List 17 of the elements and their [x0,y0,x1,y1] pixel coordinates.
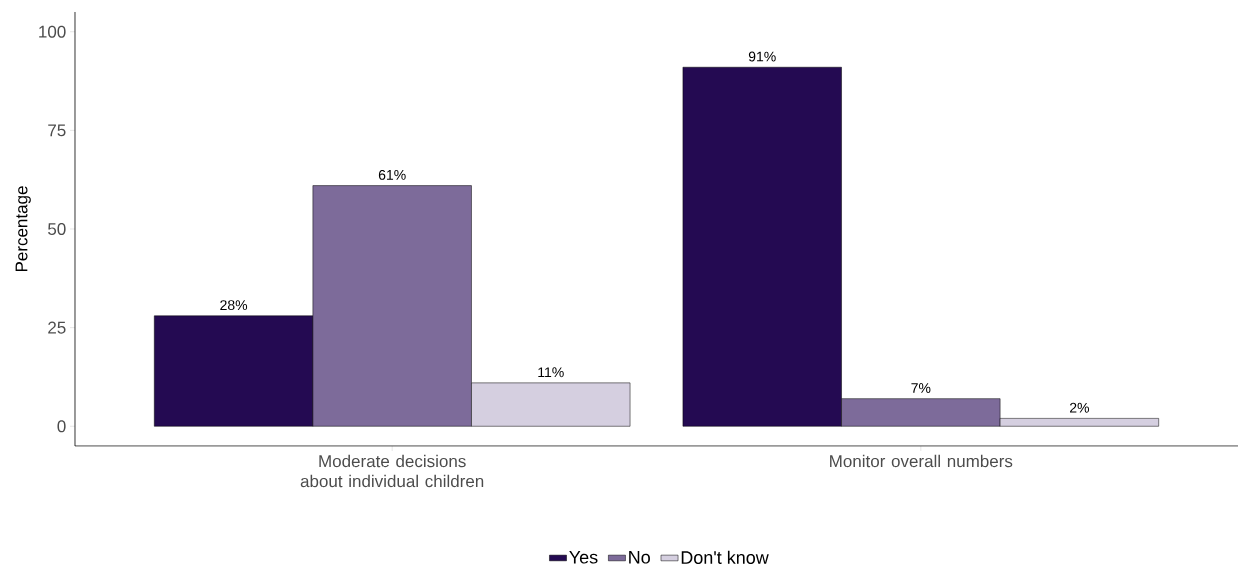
x-tick-label: Moderate decisions about individual children [300,454,484,488]
y-tick-label: 50 [48,222,66,236]
y-tick-label: 0 [57,420,66,433]
y-axis-title: Percentage [15,186,31,272]
data-label: 91% [748,51,776,62]
y-tick-label: 75 [48,124,66,137]
y-tick-label: 100 [39,25,66,38]
data-label: 61% [378,169,406,180]
legend-label: Yes [569,551,598,564]
data-label: 7% [911,383,931,393]
y-tick-label: 25 [48,321,66,334]
legend-label: No [629,551,650,564]
data-label: 28% [220,300,248,311]
data-label: 11% [538,367,564,378]
legend-label: Don't know [681,550,769,564]
data-label: 2% [1069,402,1090,413]
x-tick-label: Monitor overall numbers [830,454,1013,468]
